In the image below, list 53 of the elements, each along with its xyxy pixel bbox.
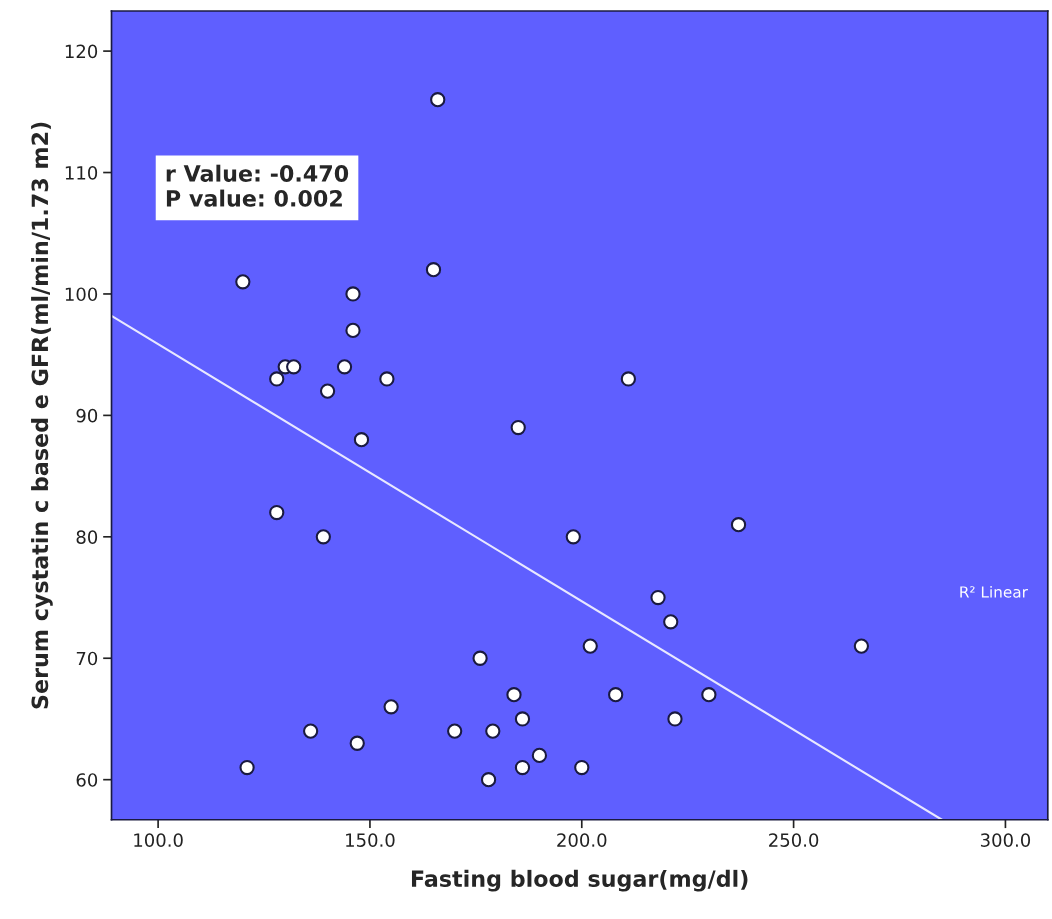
y-axis-title: Serum cystatin c based e GFR(ml/min/1.73 m2) (31, 122, 53, 709)
point (379, 371, 395, 387)
point (730, 517, 747, 533)
x-axis-title: Fasting blood sugar(mg/dl) (411, 869, 748, 892)
point (506, 687, 522, 703)
point (514, 759, 531, 776)
point (315, 529, 331, 545)
annotation: R² Linear (960, 585, 1028, 598)
point (701, 687, 717, 703)
annotation: r Value: -0.470 P value: 0.002 (166, 164, 349, 207)
x-tick-label: 300.0 (980, 833, 1031, 847)
point (430, 92, 446, 108)
x-tick-label: 100.0 (134, 833, 183, 847)
point (336, 359, 353, 375)
point (235, 274, 251, 290)
y-tick-label: 110 (65, 165, 98, 180)
point (608, 687, 624, 703)
x-tick-label: 150.0 (346, 833, 395, 847)
point (349, 735, 365, 751)
point (565, 529, 581, 545)
point (425, 262, 442, 278)
point (239, 759, 255, 776)
y-tick-label: 80 (76, 530, 98, 544)
point (353, 432, 370, 448)
point (667, 711, 683, 727)
point (269, 371, 285, 387)
point (303, 723, 319, 739)
point (853, 638, 870, 654)
y-tick-label: 100 (65, 287, 98, 302)
y-tick-label: 90 (76, 408, 98, 423)
point (620, 371, 636, 387)
point (269, 504, 285, 521)
point (663, 614, 679, 630)
x-tick-label: 200.0 (557, 833, 607, 847)
point (345, 322, 361, 339)
point (383, 699, 399, 715)
y-tick-label: 60 (76, 773, 98, 787)
point (531, 747, 548, 764)
point (319, 383, 336, 399)
point (574, 759, 590, 776)
point (510, 419, 526, 436)
point (485, 723, 501, 739)
y-tick-label: 70 (76, 651, 98, 666)
y-tick-label: 120 (65, 44, 98, 59)
point (514, 711, 531, 727)
point (480, 772, 497, 788)
x-tick-label: 250.0 (769, 833, 819, 847)
point (345, 286, 361, 302)
point (286, 359, 302, 375)
point (447, 723, 463, 739)
point (582, 638, 598, 654)
point (472, 650, 488, 666)
point (650, 589, 666, 606)
